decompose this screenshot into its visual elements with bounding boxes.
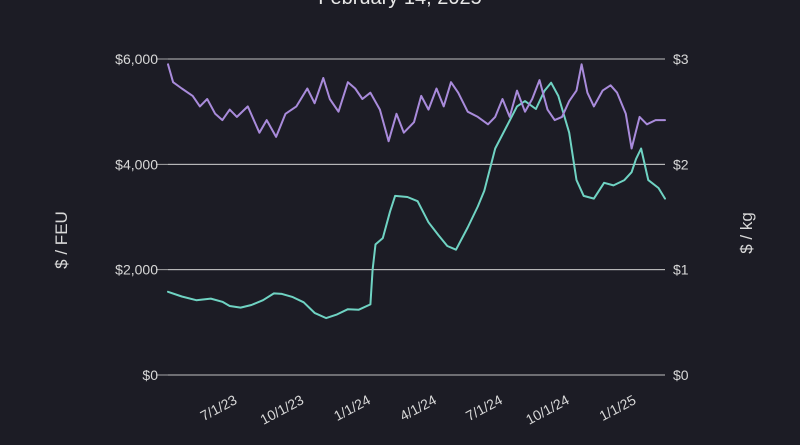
series-line-air — [167, 63, 666, 150]
x-tick-label: 1/1/25 — [597, 391, 639, 424]
series-line-ocean — [167, 81, 666, 320]
series-lines — [167, 63, 666, 320]
gridlines — [156, 58, 665, 376]
x-tick-label: 7/1/23 — [198, 391, 240, 424]
x-tick-label: 10/1/23 — [257, 391, 306, 427]
y-tick-label-left: $0 — [142, 367, 158, 383]
x-axis-ticks: 7/1/23 10/1/23 1/1/24 4/1/24 7/1/24 10/1/24 1/… — [198, 391, 639, 427]
y-tick-label-left: $6,000 — [115, 51, 158, 67]
y-tick-label-right: $2 — [673, 156, 689, 172]
y-tick-label-left: $2,000 — [115, 262, 158, 278]
y-tick-label-right: $0 — [673, 367, 689, 383]
y-axis-right-ticks: $0 $1 $2 $3 — [673, 51, 689, 383]
y-tick-label-right: $1 — [673, 262, 689, 278]
y-tick-label-left: $4,000 — [115, 156, 158, 172]
y-axis-right-label: $ / kg — [737, 212, 756, 254]
y-axis-left-label: $ / FEU — [52, 211, 71, 269]
y-axis-left-ticks: $0 $2,000 $4,000 $6,000 — [115, 51, 158, 383]
chart-title: February 14, 2025 — [318, 0, 481, 9]
x-tick-label: 4/1/24 — [397, 391, 439, 424]
x-tick-label: 1/1/24 — [331, 391, 373, 424]
x-tick-label: 10/1/24 — [523, 391, 572, 427]
x-tick-label: 7/1/24 — [463, 391, 505, 424]
y-tick-label-right: $3 — [673, 51, 689, 67]
